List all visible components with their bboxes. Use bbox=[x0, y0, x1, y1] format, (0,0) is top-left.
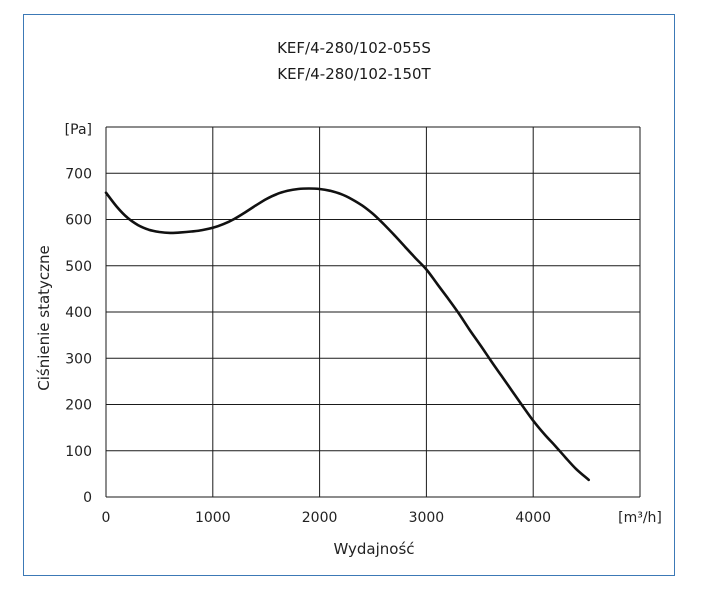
y-tick-label: 100 bbox=[65, 444, 92, 460]
x-tick-label: 3000 bbox=[409, 510, 445, 526]
chart-title-line-1: KEF/4-280/102-055S bbox=[277, 39, 431, 57]
x-tick-label: 2000 bbox=[302, 510, 338, 526]
y-axis-label: Ciśnienie statyczne bbox=[35, 245, 53, 391]
y-tick-label: 200 bbox=[65, 398, 92, 414]
x-axis-label: Wydajność bbox=[333, 540, 414, 558]
x-tick-label: 0 bbox=[102, 510, 111, 526]
y-tick-label: 500 bbox=[65, 259, 92, 275]
grid bbox=[105, 126, 641, 498]
y-tick-label: 400 bbox=[65, 305, 92, 321]
x-axis-unit: [m³/h] bbox=[618, 510, 662, 526]
x-tick-label: 1000 bbox=[195, 510, 231, 526]
chart-frame bbox=[23, 14, 675, 576]
y-tick-labels: 0 100 200 300 400 500 600 700 bbox=[65, 166, 92, 506]
x-tick-labels: 0 1000 2000 3000 4000 bbox=[102, 510, 551, 526]
y-tick-label: 0 bbox=[83, 490, 92, 506]
chart-title-line-2: KEF/4-280/102-150T bbox=[277, 65, 431, 83]
y-tick-label: 300 bbox=[65, 351, 92, 367]
y-tick-label: 700 bbox=[65, 166, 92, 182]
pressure-curve bbox=[104, 187, 590, 482]
y-tick-label: 600 bbox=[65, 213, 92, 229]
x-tick-label: 4000 bbox=[515, 510, 551, 526]
y-axis-unit: [Pa] bbox=[65, 122, 92, 138]
